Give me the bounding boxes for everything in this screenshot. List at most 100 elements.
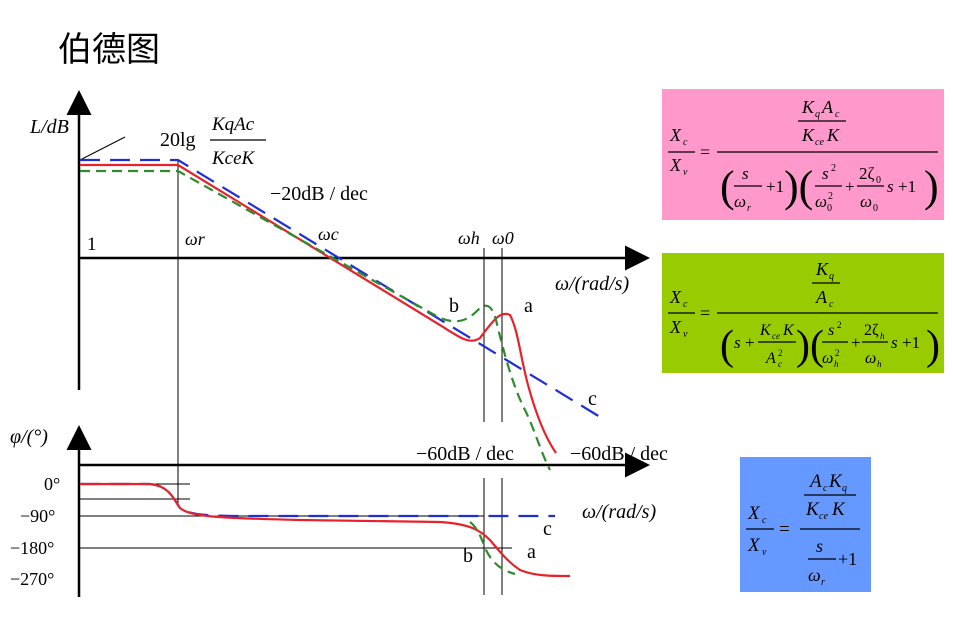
slope-label: −20dB / dec	[270, 183, 368, 205]
magnitude-x-label: ω/(rad/s)	[555, 273, 629, 295]
origin-label: 1	[87, 234, 97, 255]
svg-text:K: K	[831, 499, 846, 520]
phase-x-label: ω/(rad/s)	[582, 501, 656, 523]
svg-text:): )	[926, 323, 940, 369]
phase-tick-0: 0°	[44, 474, 60, 494]
svg-text:K: K	[801, 97, 815, 117]
svg-text:+1: +1	[898, 177, 916, 196]
svg-text:h: h	[880, 331, 885, 341]
svg-text:c: c	[762, 515, 767, 526]
svg-text:2: 2	[837, 320, 842, 330]
gain-fraction-num: KqAc	[211, 114, 255, 135]
svg-text:v: v	[683, 167, 688, 178]
svg-text:c: c	[683, 137, 688, 148]
omega-0-label: ω0	[492, 228, 514, 248]
svg-text:K: K	[759, 322, 772, 339]
gain-label-leader	[79, 136, 126, 161]
magnitude-label-c: c	[588, 388, 597, 410]
svg-text:)(: )(	[796, 323, 824, 369]
svg-text:=: =	[700, 303, 710, 323]
magnitude-curve-a	[80, 163, 557, 454]
svg-text:r: r	[747, 203, 751, 214]
svg-text:0: 0	[873, 203, 878, 214]
svg-text:+: +	[851, 333, 861, 352]
svg-text:X: X	[669, 125, 682, 145]
svg-text:A: A	[765, 350, 776, 367]
svg-text:ω: ω	[734, 192, 746, 211]
svg-text:K: K	[801, 125, 815, 145]
svg-text:v: v	[762, 547, 767, 558]
svg-text:h: h	[877, 359, 882, 369]
magnitude-curve-c	[80, 158, 606, 421]
svg-text:r: r	[821, 577, 825, 588]
svg-text:A: A	[821, 97, 834, 117]
svg-text:K: K	[828, 471, 843, 492]
svg-text:K: K	[805, 499, 820, 520]
svg-text:)(: )(	[784, 162, 813, 211]
phase-curve-c	[80, 482, 555, 518]
slope-label-b: −60dB / dec	[416, 443, 514, 465]
svg-text:s: s	[891, 333, 898, 352]
svg-text:(: (	[720, 323, 734, 369]
svg-text:X: X	[669, 155, 682, 175]
svg-text:A: A	[808, 471, 822, 492]
svg-text:=: =	[700, 142, 710, 162]
phase-y-label: φ/(°)	[10, 426, 48, 448]
svg-text:s: s	[742, 164, 749, 183]
slope-label-a: −60dB / dec	[570, 443, 668, 465]
svg-text:2ζ: 2ζ	[864, 322, 879, 339]
phase-tick-90: −90°	[20, 506, 55, 526]
svg-text:A: A	[815, 287, 828, 307]
phase-tick-180: −180°	[10, 538, 54, 558]
svg-text:2: 2	[778, 348, 783, 358]
svg-text:ce: ce	[772, 331, 780, 341]
svg-text:h: h	[834, 359, 839, 369]
slide-title: 伯德图	[58, 30, 160, 70]
svg-text:c: c	[778, 359, 782, 369]
gain-fraction-den: KceK	[211, 148, 256, 169]
omega-h-label: ωh	[458, 228, 480, 248]
svg-text:q: q	[829, 271, 834, 282]
svg-text:0: 0	[827, 203, 832, 214]
phase-curve-b	[469, 521, 516, 576]
svg-text:s: s	[828, 322, 834, 339]
svg-text:ω: ω	[808, 565, 821, 585]
svg-text:ω: ω	[860, 192, 872, 211]
svg-text:s: s	[887, 177, 894, 196]
phase-label-c: c	[543, 518, 552, 540]
magnitude-label-b: b	[449, 295, 459, 317]
svg-text:): )	[924, 162, 939, 211]
magnitude-label-a: a	[524, 295, 533, 317]
phase-label-a: a	[527, 541, 536, 563]
svg-text:c: c	[835, 109, 840, 120]
magnitude-curve-b	[80, 169, 551, 471]
omega-c-label: ωc	[318, 224, 339, 244]
svg-text:ω: ω	[815, 192, 827, 211]
svg-text:q: q	[842, 483, 847, 494]
svg-text:+1: +1	[902, 333, 920, 352]
svg-text:q: q	[815, 109, 820, 120]
svg-text:+: +	[845, 177, 855, 196]
svg-text:2: 2	[831, 163, 836, 174]
svg-text:+1: +1	[838, 549, 857, 569]
svg-text:=: =	[779, 519, 790, 540]
svg-text:X: X	[669, 287, 682, 307]
svg-text:X: X	[669, 317, 682, 337]
svg-text:v: v	[683, 329, 688, 340]
svg-text:X: X	[747, 503, 761, 524]
magnitude-y-label: L/dB	[29, 116, 69, 138]
svg-text:2: 2	[828, 191, 833, 202]
svg-text:ce: ce	[815, 137, 824, 148]
omega-r-label: ωr	[185, 229, 206, 249]
svg-text:X: X	[747, 535, 761, 556]
svg-text:s: s	[816, 536, 823, 556]
svg-text:2: 2	[835, 348, 840, 358]
svg-text:0: 0	[876, 175, 881, 186]
svg-text:s: s	[822, 164, 829, 183]
svg-text:+: +	[745, 333, 755, 352]
